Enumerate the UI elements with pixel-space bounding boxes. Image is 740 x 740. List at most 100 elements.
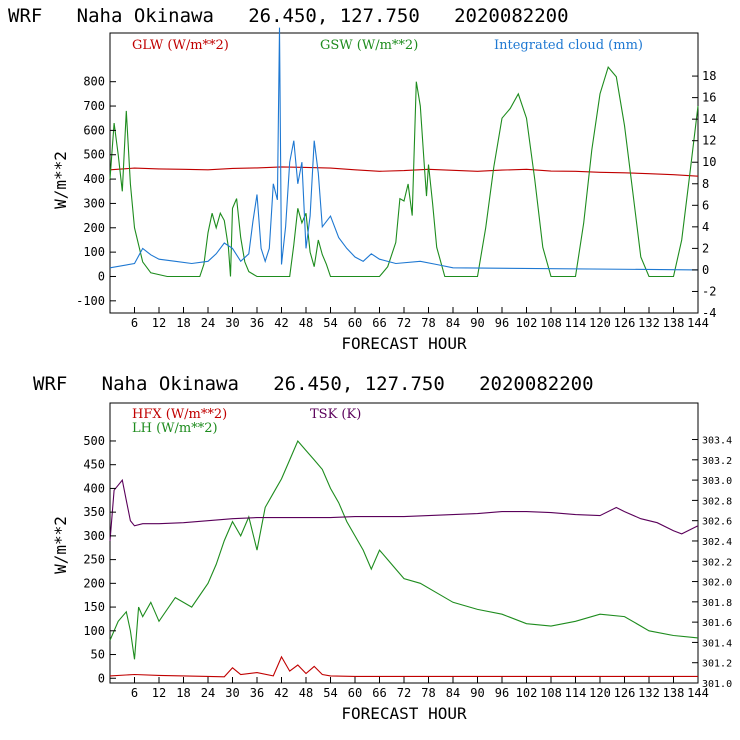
chart1-xtick-label: 24 [201, 316, 215, 330]
chart2-xtick-label: 72 [397, 686, 411, 700]
chart1-y2tick-label: -4 [702, 306, 716, 320]
chart2-ytick-label: 200 [83, 576, 105, 590]
chart2-ytick-label: 350 [83, 505, 105, 519]
chart2-title: WRF Naha Okinawa 26.450, 127.750 2020082… [33, 373, 594, 395]
chart1-series-glw-line [109, 166, 699, 177]
chart1-ytick-label: -100 [76, 294, 105, 308]
chart2-xtick-label: 36 [250, 686, 264, 700]
chart1-ytick-label: 500 [83, 148, 105, 162]
chart2-y2tick-label: 302.8 [702, 496, 732, 507]
chart2-y2tick-label: 301.8 [702, 598, 732, 609]
chart2-y2tick-label: 302.0 [702, 578, 732, 589]
chart1-xtick-label: 30 [225, 316, 239, 330]
chart1-ticks-group: 6 12 18 24 30 36 42 48 54 60 66 72 78 84 90 96 102 108 114… [76, 69, 716, 330]
chart2-xtick-label: 60 [348, 686, 362, 700]
chart2-ytick-label: 500 [83, 434, 105, 448]
chart2-y2tick-label: 302.6 [702, 517, 732, 528]
chart1-ytick-label: 300 [83, 196, 105, 210]
chart1-y2tick-label: 8 [702, 177, 709, 191]
chart1-xtick-label: 126 [614, 316, 636, 330]
chart2-xtick-label: 108 [540, 686, 562, 700]
chart1-y2tick-label: 4 [702, 220, 709, 234]
chart2-ticks-group: 6 12 18 24 30 36 42 48 54 60 66 72 78 84 90 96 102 108 114… [83, 434, 732, 700]
chart1-xtick-label: 120 [589, 316, 611, 330]
chart2-y2tick-label: 303.2 [702, 456, 732, 467]
chart2-xtick-label: 132 [638, 686, 660, 700]
chart2-series-group [109, 439, 699, 678]
chart1-ytick-label: 0 [98, 269, 105, 283]
chart1-xtick-label: 54 [323, 316, 337, 330]
chart2-xlabel: FORECAST HOUR [341, 704, 467, 723]
chart2-xtick-label: 12 [152, 686, 166, 700]
chart2-series-hfx-line [109, 655, 698, 678]
chart2-y2tick-label: 301.2 [702, 659, 732, 670]
chart1-y2tick-label: 12 [702, 134, 716, 148]
chart1-y2tick-label: 2 [702, 241, 709, 255]
chart2-xtick-label: 42 [274, 686, 288, 700]
chart1-title: WRF Naha Okinawa 26.450, 127.750 2020082… [8, 5, 569, 27]
chart2-xtick-label: 66 [372, 686, 386, 700]
chart1-ytick-label: 400 [83, 172, 105, 186]
chart1-series-group [109, 27, 699, 278]
chart1-ytick-label: 700 [83, 99, 105, 113]
chart2-xtick-label: 90 [470, 686, 484, 700]
chart2-xtick-label: 30 [225, 686, 239, 700]
chart2-legend-lh: LH (W/m**2) [132, 421, 218, 436]
chart1-xtick-label: 138 [663, 316, 685, 330]
chart2-legend-hfx: HFX (W/m**2) [132, 407, 227, 422]
chart1-y2tick-label: 6 [702, 198, 709, 212]
chart1-y2tick-label: 10 [702, 155, 716, 169]
chart2-xtick-label: 138 [663, 686, 685, 700]
chart1-ytick-label: 600 [83, 123, 105, 137]
chart2-legend-tsk: TSK (K) [310, 407, 361, 422]
chart2-y2tick-label: 302.2 [702, 557, 732, 568]
chart2-xtick-label: 6 [131, 686, 138, 700]
chart2-plot-frame [109, 402, 699, 684]
chart1-legend-cloud: Integrated cloud (mm) [494, 38, 643, 53]
chart1-series-gsw-line [109, 65, 699, 278]
chart1-xtick-label: 42 [274, 316, 288, 330]
chart1-xtick-label: 66 [372, 316, 386, 330]
chart2-ytick-label: 0 [98, 671, 105, 685]
chart2-y2tick-label: 301.0 [702, 679, 732, 690]
chart1-y2tick-label: 14 [702, 112, 716, 126]
chart2-ytick-label: 250 [83, 553, 105, 567]
chart1-xtick-label: 90 [470, 316, 484, 330]
chart2-xtick-label: 78 [421, 686, 435, 700]
chart2-xtick-label: 102 [516, 686, 538, 700]
chart2-xtick-label: 48 [299, 686, 313, 700]
chart1-y2tick-label: 16 [702, 91, 716, 105]
chart2-ytick-label: 400 [83, 481, 105, 495]
chart1-y2tick-label: -2 [702, 284, 716, 298]
chart1-xtick-label: 48 [299, 316, 313, 330]
chart2-ytick-label: 150 [83, 600, 105, 614]
chart1-legend-gsw: GSW (W/m**2) [320, 38, 418, 53]
chart1-xtick-label: 96 [495, 316, 509, 330]
chart2-y2tick-label: 303.4 [702, 436, 732, 447]
chart2-ytick-label: 300 [83, 529, 105, 543]
chart1-y2tick-label: 0 [702, 263, 709, 277]
chart2-xtick-label: 96 [495, 686, 509, 700]
chart2-xtick-label: 114 [565, 686, 587, 700]
chart1-ytick-label: 200 [83, 221, 105, 235]
chart1-ytick-label: 800 [83, 75, 105, 89]
chart2-xtick-label: 84 [446, 686, 460, 700]
chart1-xtick-label: 102 [516, 316, 538, 330]
chart2-y2tick-label: 302.4 [702, 537, 732, 548]
chart1-xtick-label: 114 [565, 316, 587, 330]
chart2-xtick-label: 144 [687, 686, 709, 700]
chart2-ylabel: W/m**2 [51, 516, 70, 574]
chart2-y2tick-label: 301.6 [702, 618, 732, 629]
chart2-xtick-label: 126 [614, 686, 636, 700]
chart1-xtick-label: 108 [540, 316, 562, 330]
chart1-xtick-label: 6 [131, 316, 138, 330]
chart1-series-integrated-line [109, 27, 699, 271]
chart1-xtick-label: 84 [446, 316, 460, 330]
chart2-xtick-label: 18 [176, 686, 190, 700]
chart1-y2tick-label: 18 [702, 69, 716, 83]
chart1-xtick-label: 18 [176, 316, 190, 330]
chart1-legend-glw: GLW (W/m**2) [132, 38, 229, 53]
chart2-series-lh-line [109, 439, 699, 660]
chart1-xtick-label: 144 [687, 316, 709, 330]
